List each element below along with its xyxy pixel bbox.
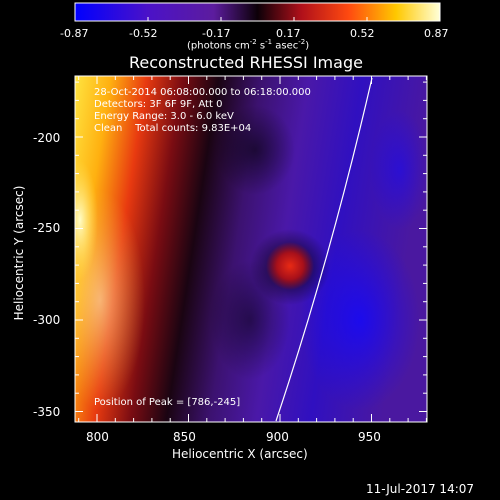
x-axis-label: Heliocentric X (arcsec) (172, 447, 308, 461)
info-line: Clean Total counts: 9.83E+04 (94, 123, 252, 134)
colorbar-tick-label: 0.87 (424, 27, 449, 40)
y-tick-label: -300 (33, 313, 61, 327)
info-line: Detectors: 3F 6F 9F, Att 0 (94, 99, 223, 110)
x-tick-label: 900 (266, 430, 289, 444)
colorbar-tick-label: -0.17 (202, 27, 231, 40)
x-tick-label: 800 (86, 430, 109, 444)
emission-source (266, 242, 314, 290)
y-axis-label: Heliocentric Y (arcsec) (12, 185, 26, 321)
colorbar-tick-label: -0.52 (129, 27, 158, 40)
x-tick-label: 950 (358, 430, 381, 444)
y-tick-label: -200 (33, 131, 61, 145)
solar-limb-line (275, 77, 373, 422)
colorbar-ticks (74, 17, 441, 21)
x-tick-label: 850 (173, 430, 196, 444)
reconstructed-image (75, 76, 427, 422)
info-line: 28-Oct-2014 06:08:00.000 to 06:18:00.000 (94, 87, 311, 98)
plot-title: Reconstructed RHESSI Image (129, 53, 363, 72)
colorbar (74, 2, 441, 22)
timestamp: 11-Jul-2017 14:07 (366, 482, 475, 496)
info-line: Energy Range: 3.0 - 6.0 keV (94, 111, 234, 122)
x-ticks (78, 76, 427, 422)
plot-frame (74, 75, 428, 423)
colorbar-tick-label: -0.87 (60, 27, 89, 40)
colorbar-tick-label: 0.52 (350, 27, 375, 40)
colorbar-tick-label: 0.17 (276, 27, 301, 40)
y-tick-label: -350 (33, 405, 61, 419)
colorbar-unit-label: (photons cm-2 s-1 asec-2) (187, 38, 310, 52)
y-tick-label: -250 (33, 221, 61, 235)
y-ticks (75, 81, 427, 412)
peak-position-label: Position of Peak = [786,-245] (94, 397, 241, 408)
